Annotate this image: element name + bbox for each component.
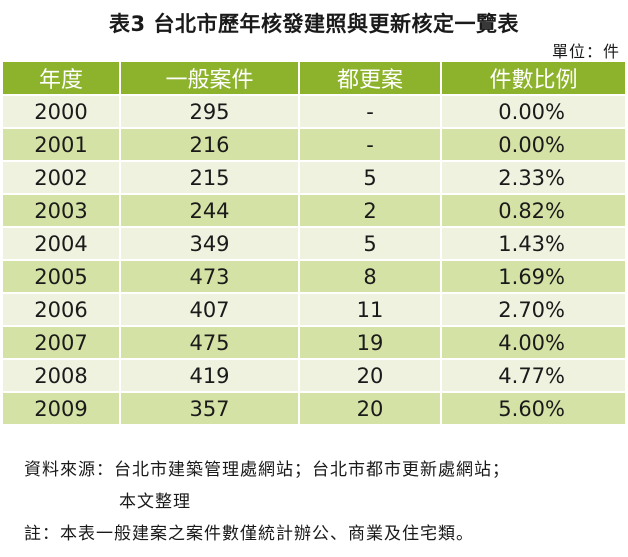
footnote: 註：本表一般建案之案件數僅統計辦公、商業及住宅類。: [24, 524, 474, 544]
cell-renewal: -: [299, 128, 442, 162]
cell-renewal: 20: [299, 392, 442, 426]
cell-renewal: 19: [299, 326, 442, 360]
cell-year: 2003: [3, 194, 121, 228]
table-row: 2000 295 - 0.00%: [3, 95, 625, 129]
cell-renewal: 8: [299, 260, 442, 294]
cell-ratio: 4.77%: [441, 359, 625, 393]
cell-renewal: 20: [299, 359, 442, 393]
table-row: 2004 349 5 1.43%: [3, 227, 625, 261]
cell-year: 2008: [3, 359, 121, 393]
table-row: 2002 215 5 2.33%: [3, 161, 625, 195]
cell-renewal: 2: [299, 194, 442, 228]
cell-general: 295: [120, 95, 300, 129]
table-row: 2008 419 20 4.77%: [3, 359, 625, 393]
cell-year: 2001: [3, 128, 121, 162]
cell-ratio: 0.00%: [441, 128, 625, 162]
table-row: 2001 216 - 0.00%: [3, 128, 625, 162]
cell-general: 349: [120, 227, 300, 261]
unit-label: 單位：件: [551, 42, 620, 61]
cell-general: 407: [120, 293, 300, 327]
cell-ratio: 4.00%: [441, 326, 625, 360]
cell-general: 216: [120, 128, 300, 162]
cell-ratio: 2.33%: [441, 161, 625, 195]
cell-year: 2004: [3, 227, 121, 261]
cell-renewal: 5: [299, 161, 442, 195]
cell-ratio: 0.82%: [441, 194, 625, 228]
cell-general: 244: [120, 194, 300, 228]
cell-general: 419: [120, 359, 300, 393]
cell-general: 215: [120, 161, 300, 195]
header-ratio: 件數比例: [441, 62, 625, 96]
cell-renewal: 5: [299, 227, 442, 261]
header-row: 年度 一般案件 都更案 件數比例: [3, 62, 625, 96]
cell-year: 2009: [3, 392, 121, 426]
cell-general: 357: [120, 392, 300, 426]
cell-general: 475: [120, 326, 300, 360]
table-row: 2009 357 20 5.60%: [3, 392, 625, 426]
table-title: 表3 台北市歷年核發建照與更新核定一覽表: [109, 12, 519, 36]
cell-renewal: 11: [299, 293, 442, 327]
cell-year: 2002: [3, 161, 121, 195]
cell-year: 2007: [3, 326, 121, 360]
notes-block: 資料來源：台北市建築管理處網站；台北市都市更新處網站； 本文整理 註：本表一般建…: [24, 454, 510, 550]
cell-ratio: 1.43%: [441, 227, 625, 261]
header-general-cases: 一般案件: [120, 62, 300, 96]
source-line: 資料來源：台北市建築管理處網站；台北市都市更新處網站；: [24, 460, 510, 480]
header-renewal-cases: 都更案: [299, 62, 442, 96]
source-line-continued: 本文整理: [119, 492, 191, 512]
table-row: 2006 407 11 2.70%: [3, 293, 625, 327]
header-year: 年度: [3, 62, 121, 96]
cell-ratio: 5.60%: [441, 392, 625, 426]
cell-ratio: 1.69%: [441, 260, 625, 294]
table-row: 2003 244 2 0.82%: [3, 194, 625, 228]
cell-renewal: -: [299, 95, 442, 129]
cell-year: 2000: [3, 95, 121, 129]
cell-year: 2005: [3, 260, 121, 294]
cell-ratio: 2.70%: [441, 293, 625, 327]
table-row: 2007 475 19 4.00%: [3, 326, 625, 360]
table-row: 2005 473 8 1.69%: [3, 260, 625, 294]
cell-year: 2006: [3, 293, 121, 327]
cell-general: 473: [120, 260, 300, 294]
data-table: 年度 一般案件 都更案 件數比例 2000 295 - 0.00% 2001 2…: [3, 62, 625, 426]
cell-ratio: 0.00%: [441, 95, 625, 129]
